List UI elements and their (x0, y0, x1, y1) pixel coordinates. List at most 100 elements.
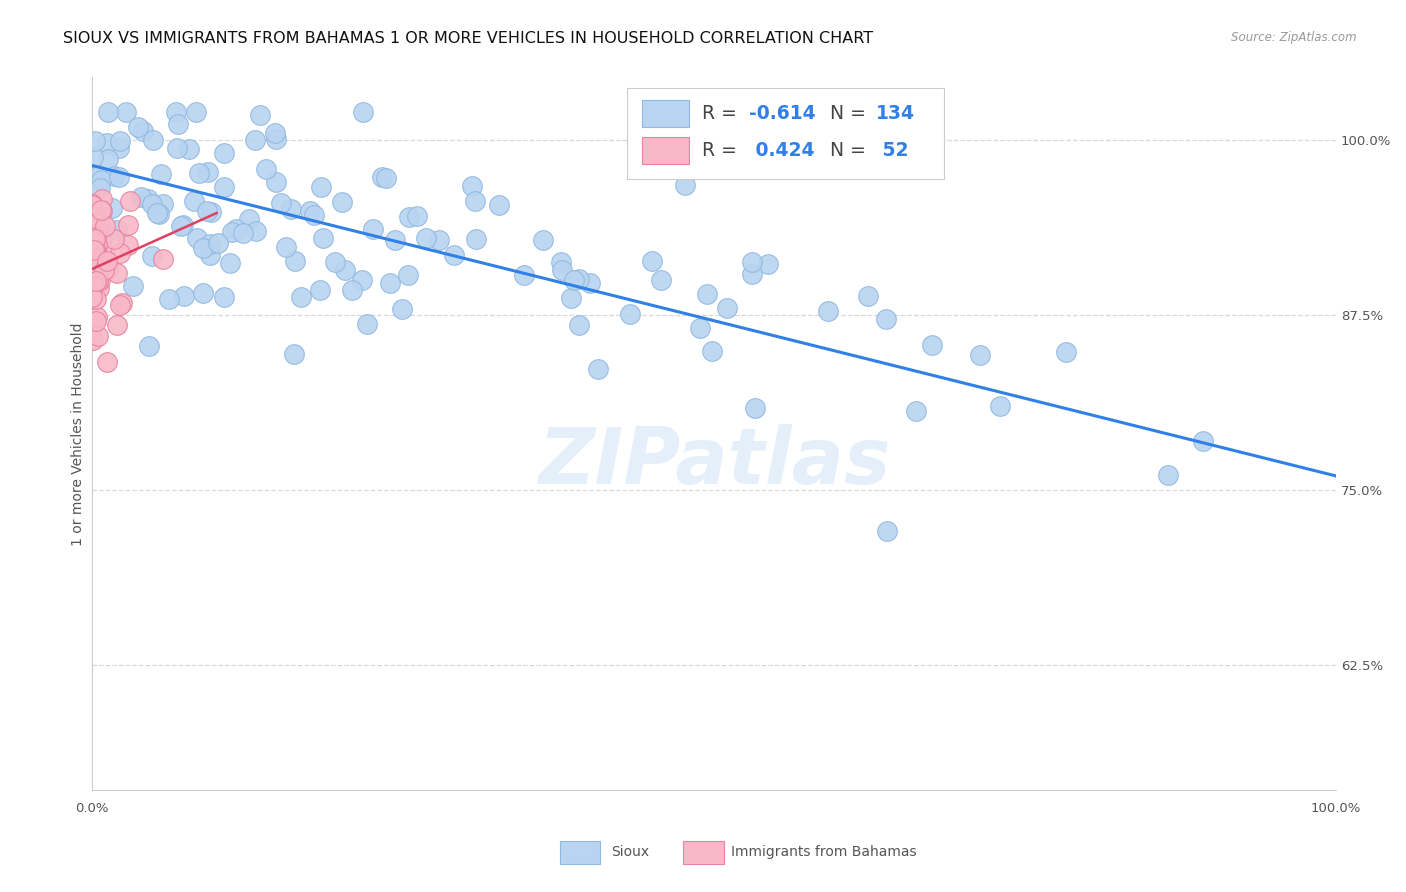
Text: 134: 134 (876, 103, 915, 122)
Point (356, 318, 378, 332)
Point (87, 281, 110, 295)
Point (283, 347, 305, 361)
Point (696, 287, 718, 301)
FancyBboxPatch shape (643, 136, 689, 164)
Point (86, 276, 108, 290)
Point (159, 292, 181, 306)
Point (1054, 344, 1077, 359)
Point (148, 207, 170, 221)
Point (84, 314, 107, 328)
Point (108, 298, 131, 312)
Point (207, 235, 229, 250)
Point (184, 105, 207, 120)
FancyBboxPatch shape (627, 88, 943, 179)
Point (290, 289, 312, 303)
Point (94, 219, 117, 234)
Text: R =: R = (702, 141, 742, 160)
Text: Source: ZipAtlas.com: Source: ZipAtlas.com (1232, 31, 1357, 45)
Point (86, 310, 108, 324)
Point (875, 311, 897, 326)
Point (107, 223, 129, 237)
Point (86, 254, 108, 268)
Point (84, 243, 107, 257)
Point (82, 320, 104, 334)
Point (132, 124, 155, 138)
Point (87, 258, 110, 272)
Point (179, 142, 201, 156)
Point (83, 231, 105, 245)
Point (136, 192, 159, 206)
Point (103, 232, 125, 246)
Point (560, 292, 582, 306)
Point (650, 273, 672, 287)
Point (212, 180, 235, 194)
Point (90, 192, 112, 206)
Point (149, 167, 172, 181)
Point (427, 233, 450, 247)
Point (86, 226, 108, 240)
Point (170, 219, 193, 233)
Point (619, 307, 641, 321)
Point (97, 105, 120, 120)
Point (238, 212, 260, 227)
Text: ZIPatlas: ZIPatlas (538, 425, 890, 500)
Point (378, 277, 401, 291)
Point (270, 196, 292, 211)
Point (96, 355, 118, 369)
Point (86, 238, 108, 252)
Point (461, 178, 484, 193)
Point (249, 108, 271, 122)
Point (219, 256, 242, 270)
Point (166, 117, 188, 131)
Point (97, 152, 120, 166)
Point (443, 248, 465, 262)
Point (138, 339, 160, 353)
Point (308, 283, 330, 297)
Point (197, 165, 219, 179)
Point (91, 203, 114, 218)
Point (82, 151, 104, 165)
Point (1192, 434, 1215, 449)
Point (115, 105, 138, 120)
Point (284, 254, 307, 268)
Text: N =: N = (830, 103, 872, 122)
Point (641, 254, 664, 268)
Point (141, 249, 163, 263)
Point (186, 231, 208, 245)
Point (689, 321, 711, 335)
Point (299, 203, 322, 218)
Text: -0.614: -0.614 (749, 103, 815, 122)
Point (264, 175, 287, 189)
Point (187, 166, 209, 180)
Point (568, 318, 591, 332)
Point (198, 247, 221, 261)
Point (82, 262, 104, 277)
Point (84, 134, 107, 148)
Point (165, 105, 187, 120)
Point (83, 269, 105, 284)
Point (744, 401, 766, 416)
Point (716, 301, 738, 315)
Point (396, 268, 419, 282)
Point (87, 329, 110, 343)
Point (84, 242, 107, 256)
Text: 52: 52 (876, 141, 908, 160)
Point (232, 227, 254, 241)
Point (152, 252, 174, 266)
Point (198, 236, 221, 251)
Point (551, 262, 574, 277)
Point (146, 206, 169, 220)
Point (312, 230, 335, 244)
Point (183, 194, 205, 208)
Point (82, 333, 104, 347)
Point (90, 203, 112, 218)
Point (245, 224, 267, 238)
Point (588, 361, 610, 376)
Point (96, 254, 118, 268)
Text: R =: R = (702, 103, 742, 122)
Point (84, 243, 107, 257)
Point (741, 255, 763, 269)
Text: Sioux: Sioux (612, 845, 650, 859)
Point (127, 120, 149, 134)
Point (82, 221, 104, 235)
